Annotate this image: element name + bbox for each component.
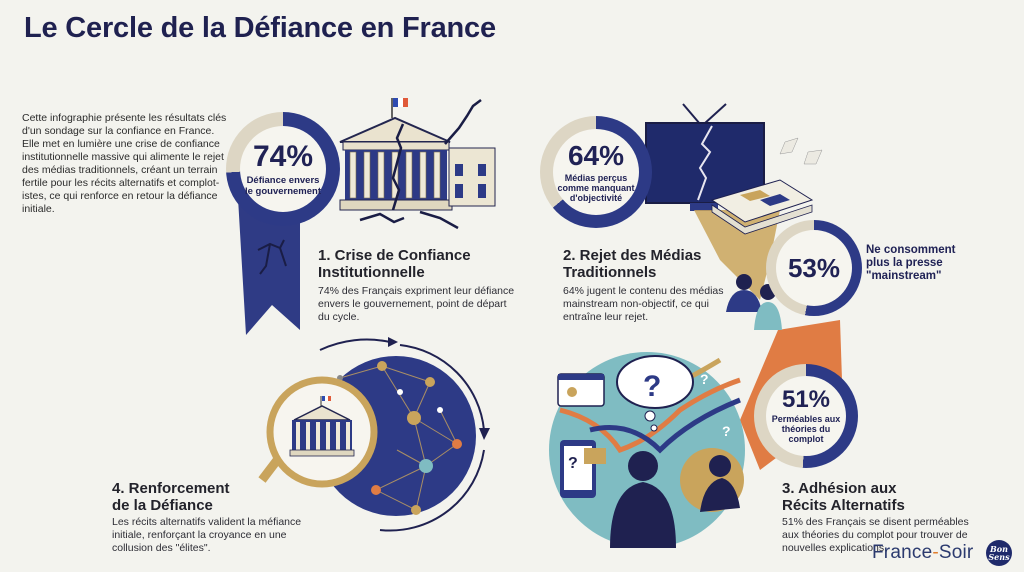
stat-label: Médias perçus comme manquant d'objectivi… bbox=[557, 172, 635, 203]
step-title: 4. Renforcement bbox=[112, 480, 230, 497]
magnifying-glass-icon bbox=[258, 376, 378, 488]
ribbon-icon bbox=[238, 198, 300, 335]
step-title: 1. Crise de Confiance bbox=[318, 247, 471, 264]
step-title: 3. Adhésion aux bbox=[782, 480, 897, 497]
step-4: 4. Renforcement de la Défiance Les récit… bbox=[112, 480, 312, 555]
stat-donut-gouvernement: 74% Défiance envers le gouvernement bbox=[226, 112, 340, 226]
logo-text: France bbox=[872, 542, 933, 563]
stat-label: Défiance envers le gouvernement bbox=[244, 174, 322, 197]
stat-donut-presse: 53% bbox=[766, 220, 862, 316]
path-band bbox=[694, 210, 780, 300]
step-description: 64% jugent le contenu des médias mainstr… bbox=[563, 285, 724, 323]
government-building-icon bbox=[339, 98, 496, 230]
step-title: de la Défiance bbox=[112, 497, 213, 514]
stat-value: 53% bbox=[787, 253, 841, 283]
intro-text: Cette infographie présente les résultats… bbox=[22, 112, 227, 215]
stat-label-presse: Ne consomment plus la presse "mainstream… bbox=[866, 244, 956, 282]
alternative-narratives-icon: ? ? ? ? bbox=[549, 352, 745, 548]
svg-text:?: ? bbox=[643, 370, 661, 403]
stat-value: 51% bbox=[781, 386, 831, 413]
svg-text:?: ? bbox=[568, 455, 578, 472]
france-soir-logo: France-Soir bbox=[872, 542, 973, 564]
step-description: Les récits alternatifs valident la méfia… bbox=[112, 516, 302, 554]
step-title: Récits Alternatifs bbox=[782, 497, 905, 514]
broken-tv-icon bbox=[645, 103, 765, 211]
step-2: 2. Rejet des Médias Traditionnels 64% ju… bbox=[563, 247, 743, 324]
stat-label: Perméables aux théories du complot bbox=[771, 414, 841, 444]
stat-value: 64% bbox=[567, 139, 625, 171]
step-1: 1. Crise de Confiance Institutionnelle 7… bbox=[318, 247, 518, 324]
step-title: Institutionnelle bbox=[318, 264, 425, 281]
step-description: 51% des Français se disent perméables au… bbox=[782, 516, 969, 554]
page-title: Le Cercle de la Défiance en France bbox=[24, 12, 496, 44]
stat-donut-complot: 51% Perméables aux théories du complot bbox=[754, 364, 858, 468]
logo-dash: - bbox=[932, 542, 939, 563]
logo-text: Soir bbox=[938, 542, 974, 563]
step-3: 3. Adhésion aux Récits Alternatifs 51% d… bbox=[782, 480, 972, 555]
step-title: 2. Rejet des Médias bbox=[563, 247, 702, 264]
step-title: Traditionnels bbox=[563, 264, 657, 281]
svg-text:?: ? bbox=[700, 371, 709, 387]
stat-value: 74% bbox=[252, 139, 314, 173]
stat-donut-medias: 64% Médias perçus comme manquant d'objec… bbox=[540, 116, 652, 228]
bonsens-logo: Bon Sens bbox=[986, 540, 1012, 566]
svg-text:?: ? bbox=[722, 423, 731, 439]
logo-text: Bon bbox=[990, 544, 1008, 554]
step-description: 74% des Français expriment leur défiance… bbox=[318, 285, 515, 323]
newspaper-stack-icon bbox=[710, 137, 823, 235]
logo-text: Sens bbox=[988, 552, 1010, 562]
